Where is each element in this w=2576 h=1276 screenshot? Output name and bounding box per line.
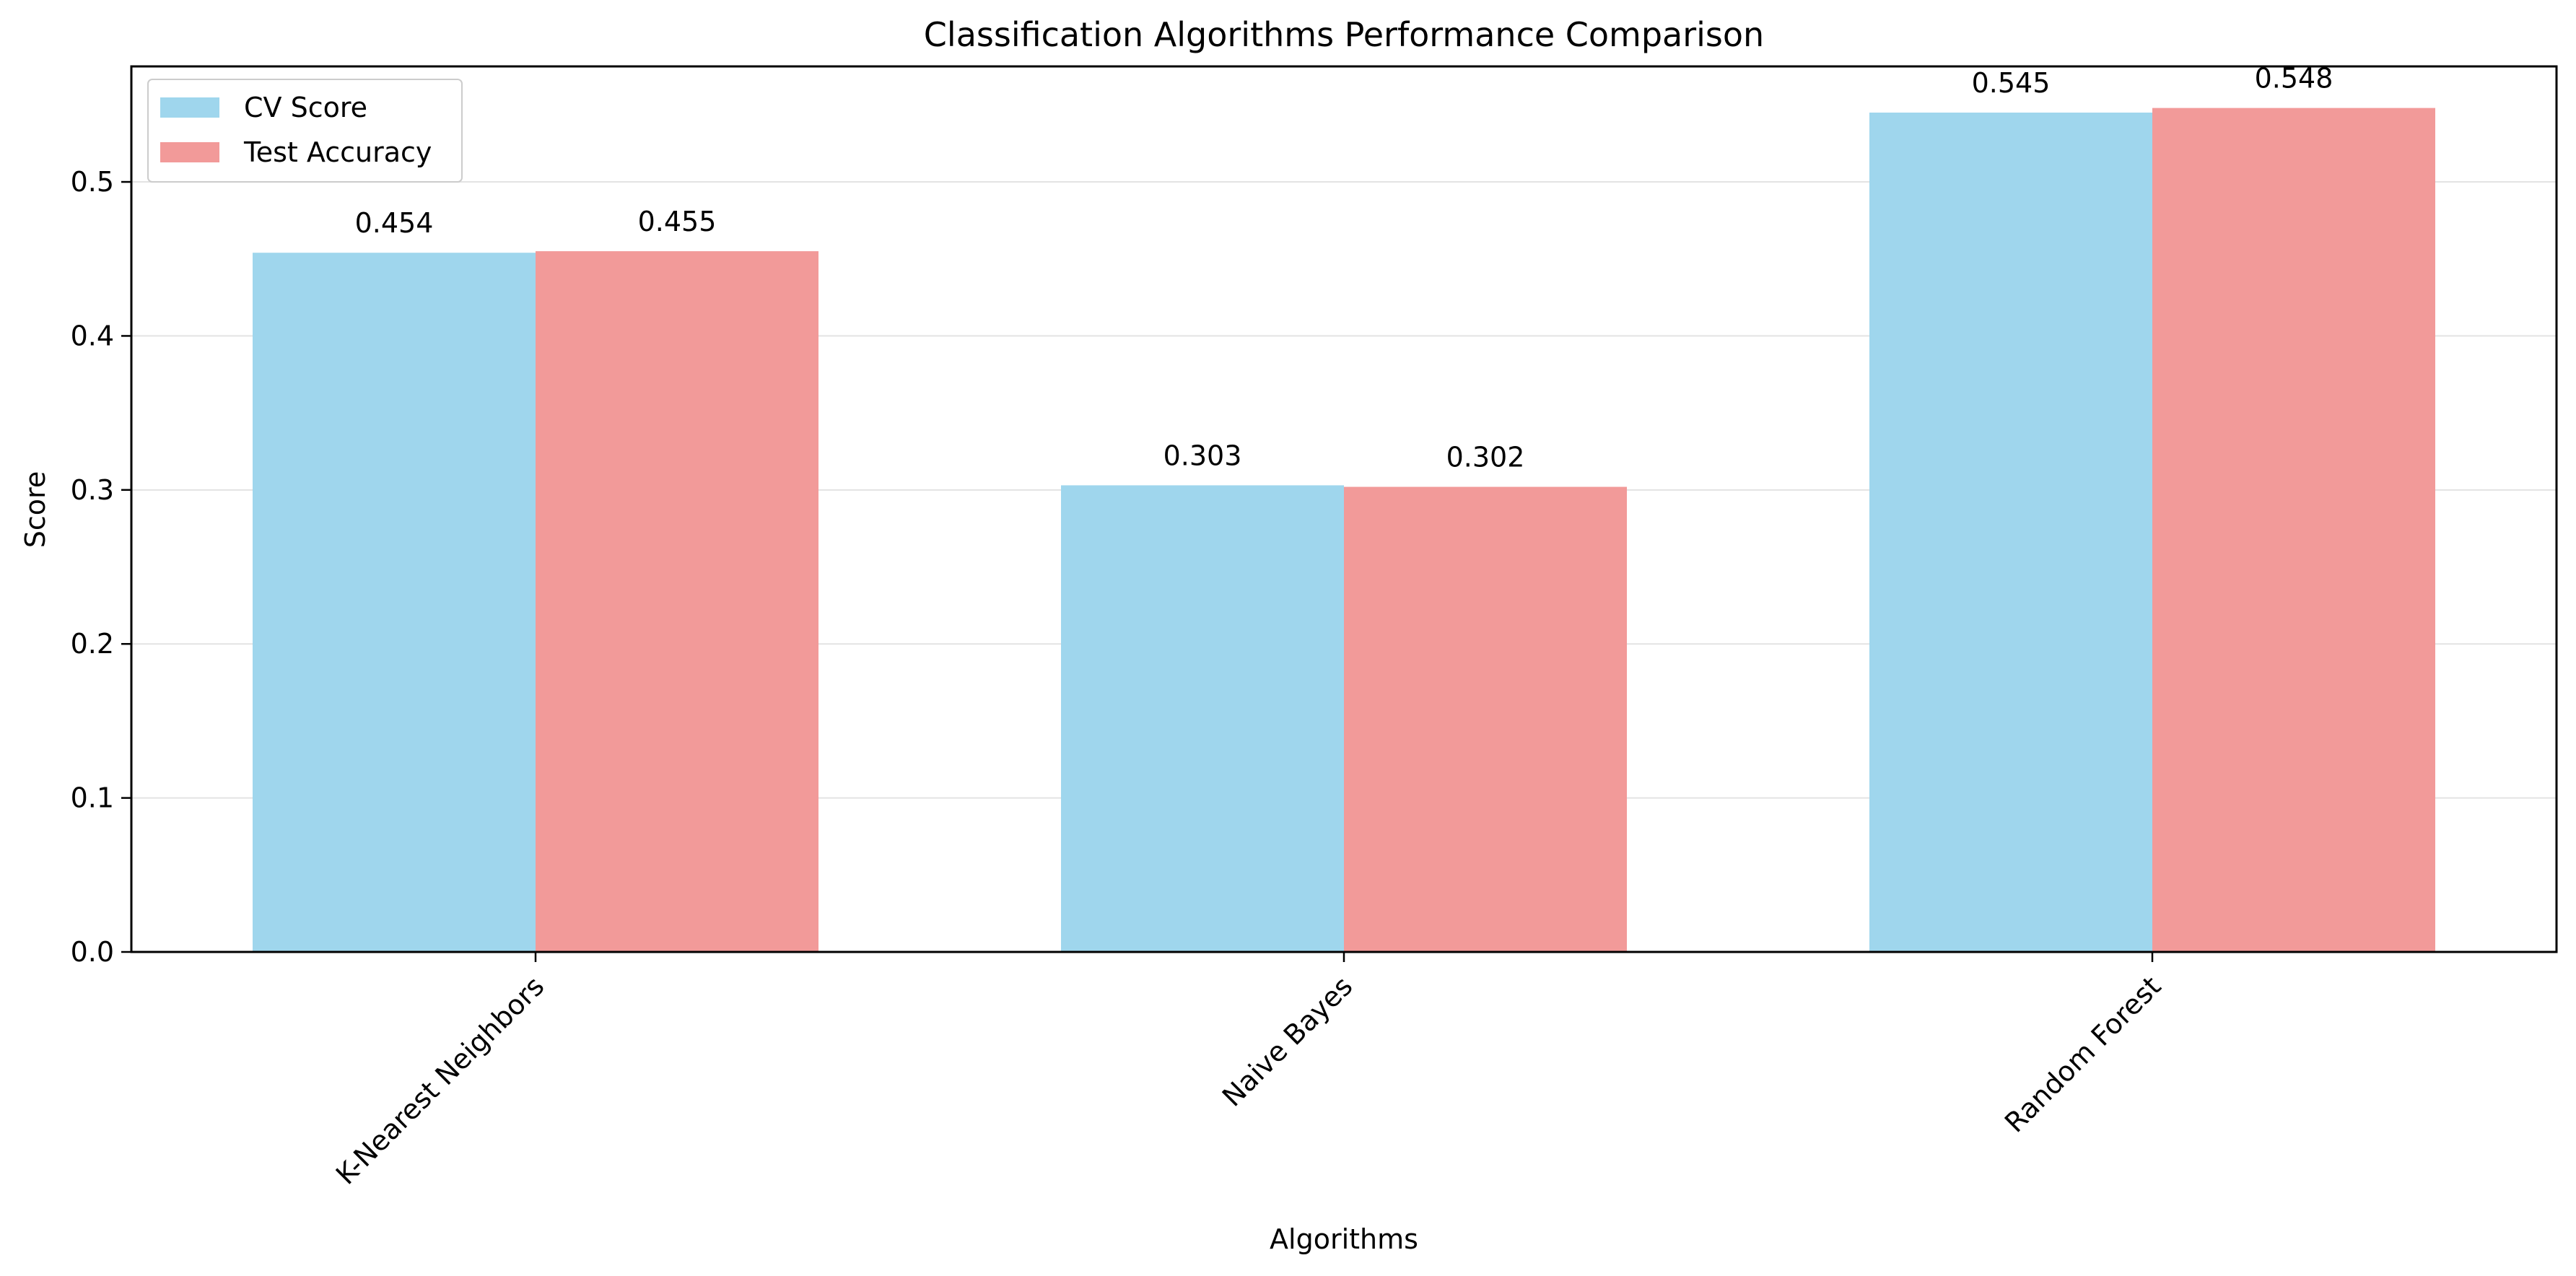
y-tick-label: 0.3 (71, 474, 114, 506)
legend-swatch-cv-score (160, 97, 219, 118)
legend-swatch-test-accuracy (160, 142, 219, 162)
y-tick-label: 0.5 (71, 166, 114, 198)
legend-box (147, 79, 463, 183)
y-tick-label: 0.2 (71, 628, 114, 660)
y-tick-label: 0.1 (71, 782, 114, 814)
legend-label-test-accuracy: Test Accuracy (243, 136, 432, 168)
bar-value-label: 0.545 (1972, 67, 2051, 99)
data-labels: 0.454 0.303 0.545 0.455 0.302 0.548 (355, 63, 2333, 473)
bar-value-label: 0.303 (1163, 440, 1242, 471)
bar-cv-score (1061, 485, 1344, 952)
bar-value-label: 0.548 (2255, 63, 2333, 95)
bar-test-accuracy (536, 251, 818, 952)
bar-value-label: 0.302 (1446, 442, 1525, 473)
legend-label-cv-score: CV Score (244, 92, 367, 123)
bar-test-accuracy (2152, 108, 2435, 953)
y-axis-ticks: 0.0 0.1 0.2 0.3 0.4 0.5 (71, 166, 131, 968)
bar-value-label: 0.454 (355, 207, 434, 239)
bars (253, 108, 2435, 953)
bar-cv-score (1869, 113, 2152, 953)
y-axis-title: Score (19, 471, 51, 548)
bar-cv-score (253, 253, 536, 952)
x-axis-title: Algorithms (1270, 1223, 1418, 1255)
y-tick-label: 0.0 (71, 936, 114, 968)
y-tick-label: 0.4 (71, 320, 114, 351)
chart-title: Classification Algorithms Performance Co… (924, 15, 1764, 54)
legend: CV Score Test Accuracy (147, 79, 463, 183)
bar-value-label: 0.455 (638, 206, 717, 237)
bar-test-accuracy (1344, 486, 1627, 952)
